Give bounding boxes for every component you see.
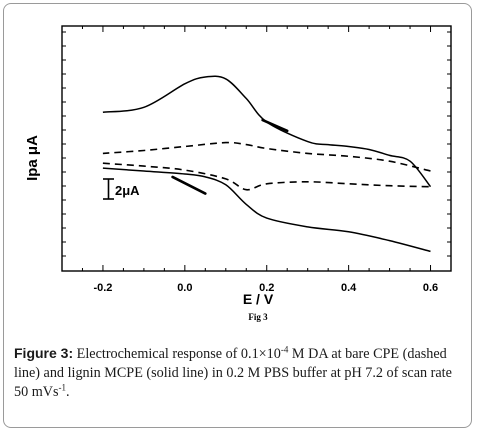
- plot-area-border: [61, 25, 452, 272]
- solid-curve-reverse: [102, 75, 432, 188]
- caption-exponent-2: -1: [58, 382, 67, 393]
- x-tick-label: 0.4: [341, 282, 357, 294]
- solid-curve-forward: [102, 167, 431, 253]
- cyclic-voltammogram-chart: -0.2 0.0 0.2 0.4 0.6 2μA Ipa μA E / V Fig 3: [24, 25, 452, 322]
- x-tick-label: 0.6: [423, 282, 438, 294]
- dashed-curve-reverse: [102, 141, 431, 172]
- caption-label: Figure 3:: [14, 345, 74, 361]
- caption-text-1: Electrochemical response of 0.1×10: [73, 346, 281, 362]
- sweep-direction-arrow: [171, 175, 207, 195]
- dashed-curve-forward: [102, 162, 431, 191]
- x-tick-label: -0.2: [93, 282, 112, 294]
- caption-exponent-1: -4: [280, 344, 289, 355]
- figure-caption: Figure 3: Electrochemical response of 0.…: [14, 344, 466, 402]
- caption-text-2: M DA at bare CPE (dashed line) and ligni…: [14, 346, 452, 400]
- x-axis-label: E / V: [243, 291, 274, 307]
- x-tick-label: 0.0: [177, 282, 192, 294]
- figure-tag: Fig 3: [248, 312, 268, 322]
- current-scale-bar: [103, 178, 114, 200]
- sweep-direction-arrow: [261, 118, 289, 133]
- caption-text-3: .: [66, 384, 70, 400]
- x-tick-label: 0.2: [259, 282, 274, 294]
- y-axis-label: Ipa μA: [24, 135, 41, 181]
- scale-bar-label: 2μA: [115, 183, 140, 198]
- figure-frame: [3, 3, 472, 428]
